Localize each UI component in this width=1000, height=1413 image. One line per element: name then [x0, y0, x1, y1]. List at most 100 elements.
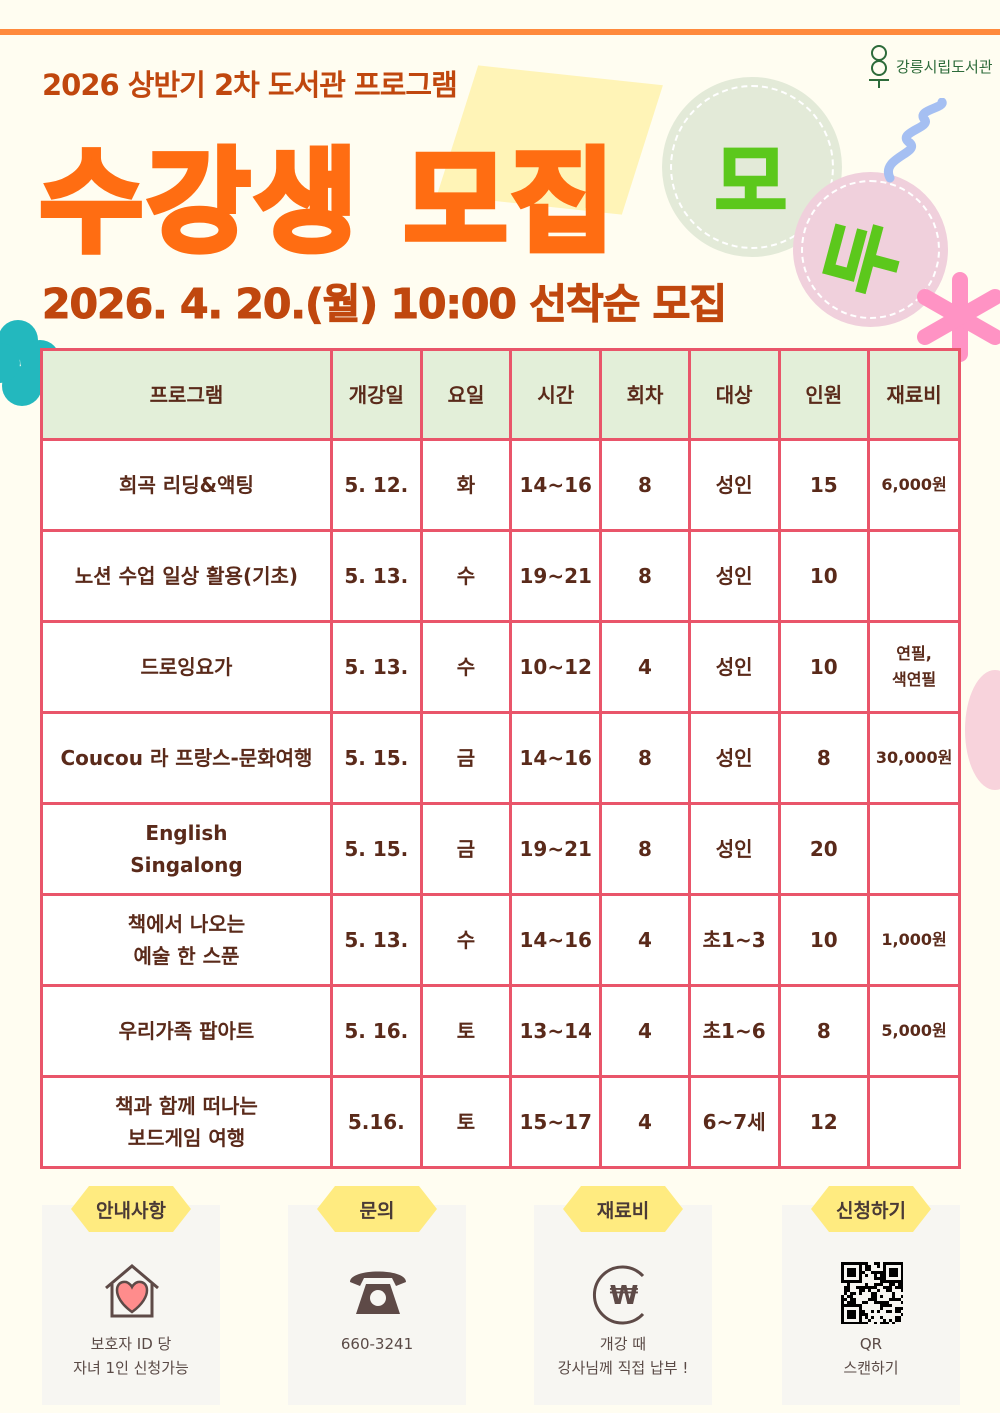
table-cell: 성인 [687, 802, 781, 896]
table-cell: 5. 15. [329, 711, 423, 805]
table-cell: 금 [419, 711, 513, 805]
table-cell: 6,000원 [867, 438, 961, 532]
table-cell: 10 [777, 620, 871, 714]
table-cell: 우리가족 팝아트 [40, 984, 333, 1078]
table-cell: 4 [599, 893, 691, 987]
table-cell: 8 [777, 984, 871, 1078]
column-header: 개강일 [329, 348, 423, 441]
table-cell: 19~21 [509, 529, 603, 623]
badge-mo: 모 [714, 137, 789, 230]
library-logo: 강릉시립도서관 [866, 44, 993, 88]
table-cell: 희곡 리딩&액팅 [40, 438, 333, 532]
table-cell: 토 [419, 1075, 513, 1169]
qr-code-icon[interactable] [839, 1262, 905, 1324]
table-cell: 5. 13. [329, 893, 423, 987]
won-coin-icon: ₩ [591, 1262, 657, 1328]
table-cell: 5. 12. [329, 438, 423, 532]
table-cell: 초1~6 [687, 984, 781, 1078]
info-badge: 안내사항 [71, 1186, 191, 1232]
table-cell: 5. 13. [329, 620, 423, 714]
table-cell: 14~16 [509, 893, 603, 987]
table-cell: 30,000원 [867, 711, 961, 805]
table-cell: 성인 [687, 438, 781, 532]
info-text: QR 스캔하기 [843, 1335, 899, 1377]
table-cell: 20 [777, 802, 871, 896]
date-line: 2026. 4. 20.(월) 10:00 선착순 모집 [41, 280, 727, 329]
table-cell: English Singalong [40, 802, 333, 896]
table-cell: 4 [599, 620, 691, 714]
table-cell: 15 [777, 438, 871, 532]
table-cell: 19~21 [509, 802, 603, 896]
table-cell: 책에서 나오는 예술 한 스푼 [40, 893, 333, 987]
table-cell: 수 [419, 529, 513, 623]
logo-text: 강릉시립도서관 [896, 57, 993, 76]
table-cell: 5. 13. [329, 529, 423, 623]
table-cell: 5,000원 [867, 984, 961, 1078]
table-cell: 토 [419, 984, 513, 1078]
table-cell: 10~12 [509, 620, 603, 714]
table-cell: 13~14 [509, 984, 603, 1078]
info-text: 보호자 ID 당 자녀 1인 신청가능 [73, 1335, 189, 1377]
table-cell: 수 [419, 893, 513, 987]
table-cell: 14~16 [509, 711, 603, 805]
decor-pink-blob [965, 670, 1000, 790]
table-cell: 10 [777, 529, 871, 623]
decor-asterisk-icon [917, 272, 1000, 362]
table-cell: 노션 수업 일상 활용(기초) [40, 529, 333, 623]
table-row: 드로잉요가 5. 13. 수 10~12 4 성인 10 연필, 색연필 [40, 620, 961, 714]
library-mascot-icon [869, 45, 889, 88]
column-header: 인원 [777, 348, 871, 441]
table-cell: 연필, 색연필 [867, 620, 961, 714]
table-cell: 4 [599, 984, 691, 1078]
table-row: 책과 함께 떠나는 보드게임 여행 5.16. 토 15~17 4 6~7세 12 [40, 1075, 961, 1169]
table-cell: 초1~3 [687, 893, 781, 987]
table-cell: 6~7세 [687, 1075, 781, 1169]
table-row: English Singalong 5. 15. 금 19~21 8 성인 20 [40, 802, 961, 896]
table-cell: 15~17 [509, 1075, 603, 1169]
info-text: 660-3241 [340, 1335, 414, 1353]
table-cell [867, 802, 961, 896]
column-header: 요일 [419, 348, 513, 441]
column-header: 재료비 [867, 348, 961, 441]
info-badge: 재료비 [563, 1186, 683, 1232]
table-row: 희곡 리딩&액팅 5. 12. 화 14~16 8 성인 15 6,000원 [40, 438, 961, 532]
table-cell: 8 [599, 529, 691, 623]
table-cell: 5. 16. [329, 984, 423, 1078]
table-row: 노션 수업 일상 활용(기초) 5. 13. 수 19~21 8 성인 10 [40, 529, 961, 623]
table-cell: 성인 [687, 620, 781, 714]
subtitle: 2026 상반기 2차 도서관 프로그램 [42, 68, 458, 102]
table-cell: 5. 15. [329, 802, 423, 896]
table-header: 프로그램 개강일 요일 시간 회차 대상 인원 재료비 [40, 348, 961, 441]
column-header: 프로그램 [40, 348, 333, 441]
table-cell: 성인 [687, 529, 781, 623]
column-header: 대상 [687, 348, 781, 441]
table-cell: 드로잉요가 [40, 620, 333, 714]
house-heart-icon [99, 1262, 165, 1322]
table-cell: 성인 [687, 711, 781, 805]
table-cell: 8 [599, 802, 691, 896]
decor-spiral-icon [884, 98, 947, 183]
svg-text:₩: ₩ [610, 1281, 639, 1311]
table-row: Coucou 라 프랑스-문화여행 5. 15. 금 14~16 8 성인 8 30,000원 [40, 711, 961, 805]
table-cell: 금 [419, 802, 513, 896]
page-title: 수강생 모집 [37, 135, 619, 271]
table-row: 우리가족 팝아트 5. 16. 토 13~14 4 초1~6 8 5,000원 [40, 984, 961, 1078]
info-badge: 문의 [317, 1186, 437, 1232]
column-header: 시간 [509, 348, 603, 441]
table-cell: 화 [419, 438, 513, 532]
table-cell: 5.16. [329, 1075, 423, 1169]
table-cell: 14~16 [509, 438, 603, 532]
table-cell: 8 [599, 711, 691, 805]
table-cell: 12 [777, 1075, 871, 1169]
table-cell: 8 [777, 711, 871, 805]
table-cell: Coucou 라 프랑스-문화여행 [40, 711, 333, 805]
info-badge: 신청하기 [811, 1186, 931, 1232]
table-cell: 1,000원 [867, 893, 961, 987]
program-table: 프로그램 개강일 요일 시간 회차 대상 인원 재료비 희곡 리딩&액팅 5. 12. 화 14~1… [40, 348, 961, 1169]
table-cell: 10 [777, 893, 871, 987]
column-header: 회차 [599, 348, 691, 441]
info-text: 개강 때 강사님께 직접 납부 ! [557, 1335, 689, 1377]
table-cell [867, 529, 961, 623]
info-card [534, 1205, 712, 1405]
telephone-icon [345, 1262, 411, 1318]
